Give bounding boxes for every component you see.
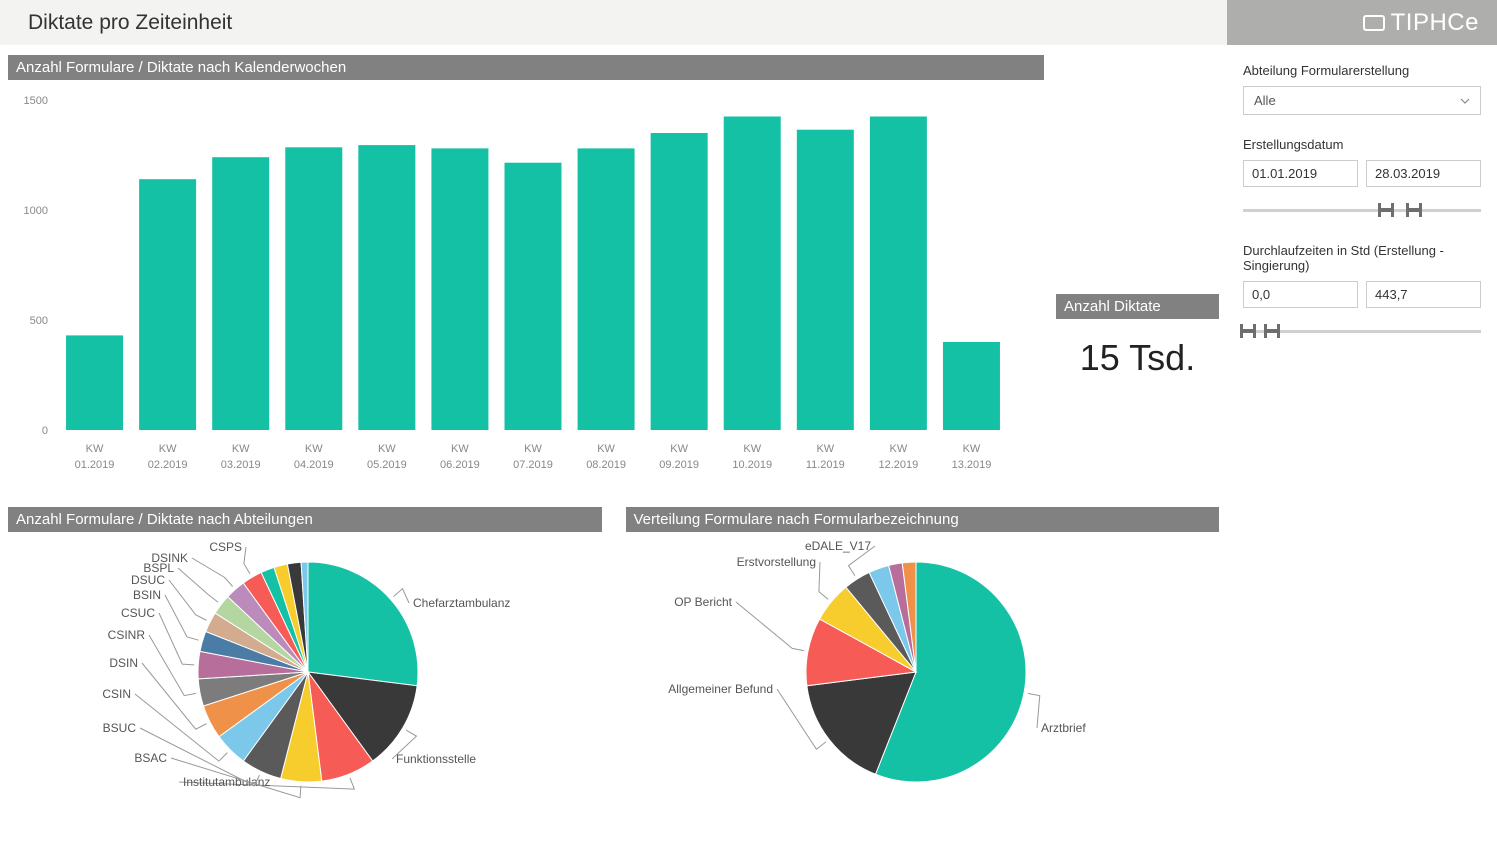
filter-date-label: Erstellungsdatum bbox=[1243, 137, 1481, 152]
svg-text:Institutambulanz: Institutambulanz bbox=[183, 775, 270, 789]
svg-text:1500: 1500 bbox=[24, 95, 48, 107]
department-dropdown[interactable]: Alle bbox=[1243, 86, 1481, 115]
filter-date: Erstellungsdatum 01.01.2019 28.03.2019 bbox=[1243, 137, 1481, 221]
svg-text:CSINR: CSINR bbox=[108, 628, 146, 642]
date-to-input[interactable]: 28.03.2019 bbox=[1366, 160, 1481, 187]
svg-text:CSIN: CSIN bbox=[102, 687, 131, 701]
brand-bar: TIPHCe bbox=[1227, 0, 1497, 45]
pie-chart-departments[interactable]: Chefarztambulanz Funktionsstelle Instituta… bbox=[8, 532, 598, 812]
svg-text:09.2019: 09.2019 bbox=[659, 459, 699, 471]
svg-text:KW: KW bbox=[305, 443, 323, 455]
pie1-header: Anzahl Formulare / Diktate nach Abteilun… bbox=[8, 507, 602, 532]
svg-text:Funktionsstelle: Funktionsstelle bbox=[396, 752, 476, 766]
svg-text:eDALE_V17: eDALE_V17 bbox=[804, 539, 870, 553]
svg-text:08.2019: 08.2019 bbox=[586, 459, 626, 471]
pie2-header: Verteilung Formulare nach Formularbezeic… bbox=[626, 507, 1220, 532]
svg-text:12.2019: 12.2019 bbox=[879, 459, 919, 471]
svg-text:KW: KW bbox=[597, 443, 615, 455]
svg-text:Arztbrief: Arztbrief bbox=[1041, 721, 1086, 735]
svg-text:04.2019: 04.2019 bbox=[294, 459, 334, 471]
brand-label: TIPHCe bbox=[1391, 9, 1479, 37]
svg-text:Chefarztambulanz: Chefarztambulanz bbox=[413, 596, 510, 610]
svg-text:07.2019: 07.2019 bbox=[513, 459, 553, 471]
svg-text:KW: KW bbox=[378, 443, 396, 455]
svg-text:500: 500 bbox=[30, 315, 48, 327]
svg-text:CSUC: CSUC bbox=[121, 606, 155, 620]
svg-text:10.2019: 10.2019 bbox=[732, 459, 772, 471]
svg-text:0: 0 bbox=[42, 425, 48, 437]
filter-duration-label: Durchlaufzeiten in Std (Erstellung - Sin… bbox=[1243, 243, 1481, 273]
svg-text:KW: KW bbox=[890, 443, 908, 455]
svg-text:DSINK: DSINK bbox=[151, 551, 188, 565]
date-slider[interactable] bbox=[1243, 201, 1481, 221]
bar-chart[interactable]: 0 500 1000 1500 KW 01.2019 KW 02.2019 KW 03.2019 K… bbox=[8, 80, 1018, 490]
svg-text:03.2019: 03.2019 bbox=[221, 459, 261, 471]
svg-text:KW: KW bbox=[963, 443, 981, 455]
svg-text:DSUC: DSUC bbox=[131, 573, 165, 587]
kpi-header: Anzahl Diktate bbox=[1056, 294, 1219, 319]
svg-text:KW: KW bbox=[232, 443, 250, 455]
svg-text:Allgemeiner Befund: Allgemeiner Befund bbox=[668, 682, 773, 696]
pie-chart-forms[interactable]: Arztbrief Allgemeiner Befund OP Bericht Ers… bbox=[626, 532, 1196, 812]
svg-text:Erstvorstellung: Erstvorstellung bbox=[736, 555, 815, 569]
svg-text:CSPS: CSPS bbox=[209, 540, 242, 554]
svg-text:KW: KW bbox=[451, 443, 469, 455]
svg-text:01.2019: 01.2019 bbox=[75, 459, 115, 471]
kpi-value: 15 Tsd. bbox=[1080, 319, 1195, 397]
bar-chart-header: Anzahl Formulare / Diktate nach Kalender… bbox=[8, 55, 1044, 80]
svg-text:KW: KW bbox=[816, 443, 834, 455]
svg-text:DSIN: DSIN bbox=[109, 656, 138, 670]
page-title: Diktate pro Zeiteinheit bbox=[28, 11, 232, 35]
svg-text:13.2019: 13.2019 bbox=[952, 459, 992, 471]
filter-department: Abteilung Formularerstellung Alle bbox=[1243, 63, 1481, 115]
svg-text:BSAC: BSAC bbox=[134, 751, 167, 765]
svg-text:KW: KW bbox=[159, 443, 177, 455]
duration-to-input[interactable]: 443,7 bbox=[1366, 281, 1481, 308]
svg-text:OP Bericht: OP Bericht bbox=[674, 595, 732, 609]
chevron-down-icon bbox=[1460, 96, 1470, 106]
svg-text:02.2019: 02.2019 bbox=[148, 459, 188, 471]
svg-text:KW: KW bbox=[743, 443, 761, 455]
svg-text:05.2019: 05.2019 bbox=[367, 459, 407, 471]
svg-text:KW: KW bbox=[86, 443, 104, 455]
title-bar: Diktate pro Zeiteinheit bbox=[0, 0, 1227, 45]
svg-text:BSIN: BSIN bbox=[133, 588, 161, 602]
duration-slider[interactable] bbox=[1243, 322, 1481, 342]
brand-icon bbox=[1363, 15, 1385, 31]
svg-text:BSUC: BSUC bbox=[103, 721, 137, 735]
svg-text:1000: 1000 bbox=[24, 205, 48, 217]
svg-text:KW: KW bbox=[670, 443, 688, 455]
date-from-input[interactable]: 01.01.2019 bbox=[1243, 160, 1358, 187]
filter-duration: Durchlaufzeiten in Std (Erstellung - Sin… bbox=[1243, 243, 1481, 342]
svg-text:KW: KW bbox=[524, 443, 542, 455]
svg-text:06.2019: 06.2019 bbox=[440, 459, 480, 471]
duration-from-input[interactable]: 0,0 bbox=[1243, 281, 1358, 308]
filter-department-label: Abteilung Formularerstellung bbox=[1243, 63, 1481, 78]
svg-text:11.2019: 11.2019 bbox=[806, 459, 845, 471]
dropdown-selected: Alle bbox=[1254, 93, 1276, 108]
